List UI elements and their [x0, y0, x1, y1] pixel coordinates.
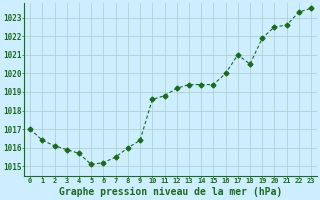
X-axis label: Graphe pression niveau de la mer (hPa): Graphe pression niveau de la mer (hPa): [59, 187, 282, 197]
